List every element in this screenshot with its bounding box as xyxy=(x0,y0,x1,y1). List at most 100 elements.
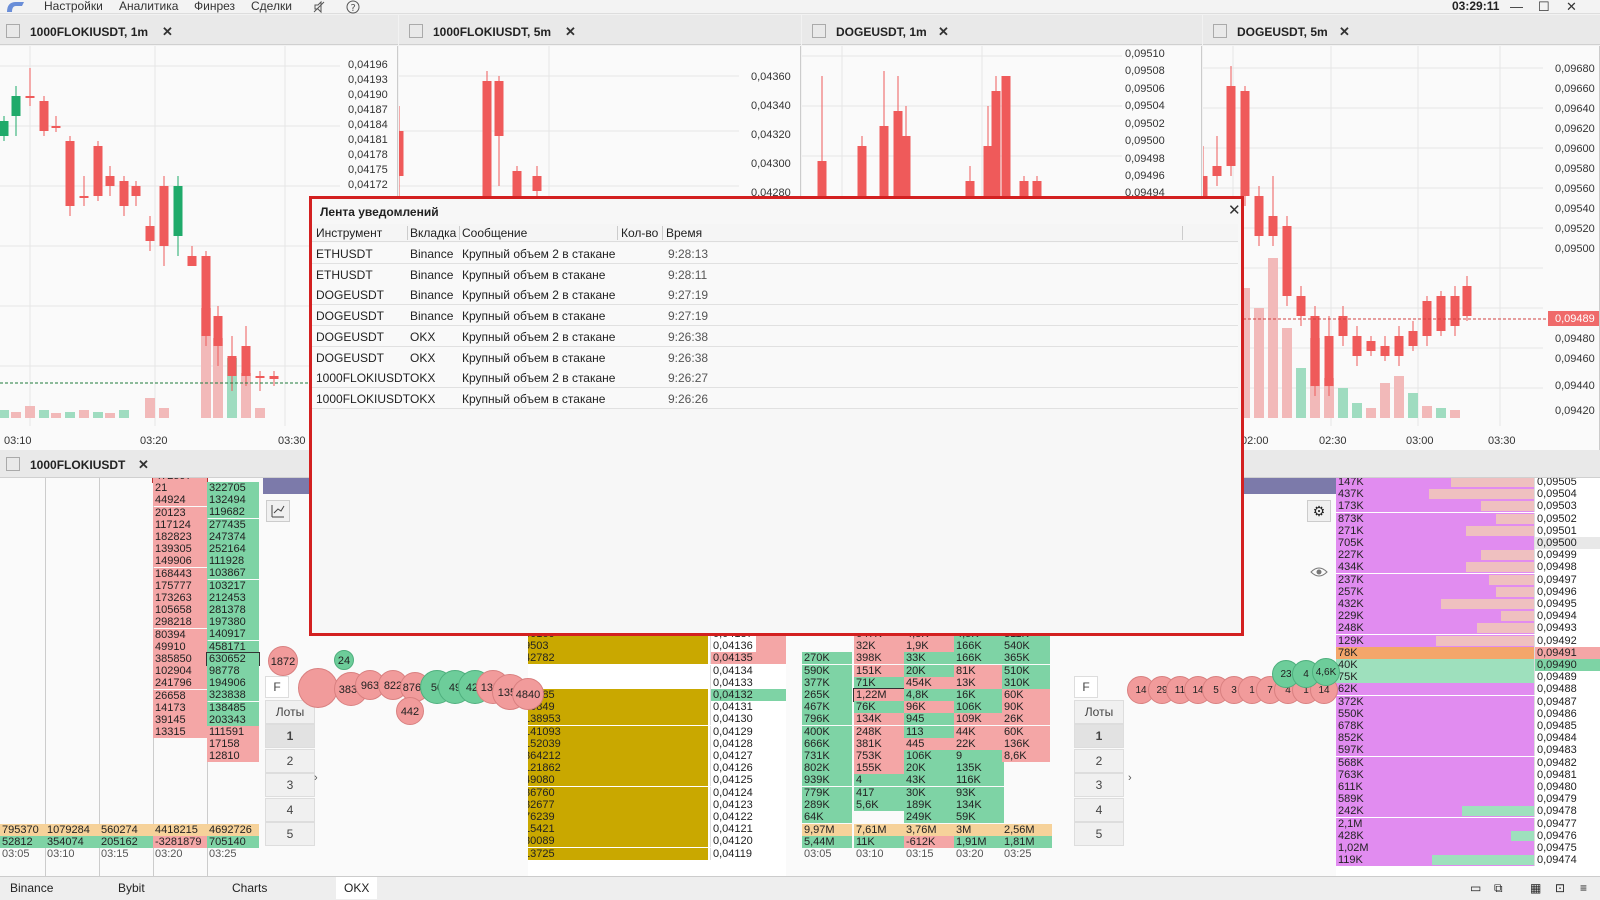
gear-icon[interactable]: ⚙ xyxy=(1307,500,1331,522)
notifications-dialog[interactable]: Лента уведомлений ✕ Инструмент Вкладка С… xyxy=(309,196,1244,636)
dom-price-cell: 0,04136 xyxy=(710,640,756,653)
bottom-tab-okx[interactable]: OKX xyxy=(336,877,378,899)
lots-option[interactable]: 2 xyxy=(265,748,315,773)
close-dialog-icon[interactable]: ✕ xyxy=(1228,202,1241,219)
volume-bar xyxy=(119,410,129,418)
notification-row[interactable]: DOGEUSDT Binance Крупный объем 2 в стакане… xyxy=(312,284,1238,306)
minimize-icon[interactable]: — xyxy=(1510,0,1523,14)
lots-option[interactable]: 1 xyxy=(265,724,315,748)
right-dom-panel[interactable]: 147K 0,09505 437K 0,09504 173K 0,09503 873K 0,0… xyxy=(1336,478,1600,876)
col-header-instrument[interactable]: Инструмент xyxy=(316,226,383,240)
candle-body xyxy=(1296,296,1306,316)
lots-label: Лоты xyxy=(1074,700,1124,724)
left-dom-panel[interactable]: 4725972144924201231171241828231393051499… xyxy=(0,478,263,876)
dom-cell-bid: 119682 xyxy=(207,506,259,519)
dom-cell: 44K xyxy=(954,725,1004,738)
cell-message: Крупный объем в стакане xyxy=(462,309,606,324)
layout-icon[interactable]: ▭ xyxy=(1470,881,1482,895)
close-tab-icon[interactable]: ✕ xyxy=(1339,24,1350,39)
bottom-tab-binance[interactable]: Binance xyxy=(10,881,54,895)
notification-row[interactable]: DOGEUSDT OKX Крупный объем в стакане 9:26:3… xyxy=(312,346,1238,368)
dom-cell: 417 xyxy=(854,786,904,799)
mute-icon[interactable] xyxy=(312,0,326,14)
chart-settings-icon[interactable] xyxy=(266,500,290,522)
current-price-label: 0,09489 xyxy=(1555,313,1595,325)
candle-body xyxy=(494,81,504,136)
cell-tab: OKX xyxy=(410,371,436,386)
table-icon[interactable]: ▦ xyxy=(1530,881,1542,895)
dom-cell: 90K xyxy=(1002,701,1050,714)
menu-item-settings[interactable]: Настройки xyxy=(44,0,103,13)
col-header-time[interactable]: Время xyxy=(666,226,703,240)
notification-row[interactable]: ETHUSDT Binance Крупный объем в стакане 9:2… xyxy=(312,263,1238,285)
window-icon[interactable]: ⧉ xyxy=(1494,881,1503,895)
volume-bar xyxy=(39,410,49,418)
tab-dom-flokiusdt[interactable]: 1000FLOKIUSDT ✕ xyxy=(0,454,149,478)
dom-price-cell: 0,04120 xyxy=(710,835,756,848)
candle-body xyxy=(65,141,75,206)
tab-chart-flokiusdt-1m[interactable]: 1000FLOKIUSDT, 1m ✕ xyxy=(0,21,173,45)
notification-row[interactable]: 1000FLOKIUSDT OKX Крупный объем 2 в стакан… xyxy=(312,367,1238,389)
cell-time: 9:26:26 xyxy=(668,391,709,406)
f-toggle[interactable]: F xyxy=(1074,676,1098,698)
notification-row[interactable]: 1000FLOKIUSDT OKX Крупный объем в стакане 9… xyxy=(312,387,1238,409)
notification-row[interactable]: ETHUSDT Binance Крупный объем 2 в стакане 9… xyxy=(312,243,1238,264)
candle-body xyxy=(79,196,89,198)
help-icon[interactable]: ? xyxy=(346,0,360,14)
tab-chart-dogeusdt-1m[interactable]: DOGEUSDT, 1m ✕ xyxy=(806,21,949,45)
f-toggle[interactable]: F xyxy=(265,676,289,698)
col-header-tab[interactable]: Вкладка xyxy=(410,226,457,240)
dom-cell: 116K xyxy=(954,774,1004,787)
dom-cell: 32K xyxy=(854,640,904,653)
lots-option[interactable]: 2 xyxy=(1074,748,1124,773)
dom-price-cell: 0,09493 xyxy=(1534,622,1600,635)
lots-option[interactable]: 3 xyxy=(1074,773,1124,797)
dom-price-cell: 0,09487 xyxy=(1534,695,1600,708)
lots-option[interactable]: 5 xyxy=(1074,822,1124,846)
dom-cell-ask: 49910 xyxy=(153,640,207,653)
bottom-tab-bybit[interactable]: Bybit xyxy=(118,881,145,895)
dom-cell: 289K xyxy=(802,798,852,811)
lots-option[interactable]: 4 xyxy=(265,797,315,822)
menu-item-trades[interactable]: Сделки xyxy=(251,0,292,13)
close-window-icon[interactable]: ✕ xyxy=(1566,0,1577,14)
lots-option[interactable]: 1 xyxy=(1074,724,1124,748)
dom-volume-cell: 1,02M xyxy=(1336,842,1534,854)
volume-bar xyxy=(159,408,169,418)
candle-body xyxy=(1226,86,1236,166)
col-header-qty[interactable]: Кол-во xyxy=(621,226,659,240)
chart-add-icon[interactable]: ⊡ xyxy=(1555,881,1566,895)
close-tab-icon[interactable]: ✕ xyxy=(565,24,576,39)
notification-row[interactable]: DOGEUSDT OKX Крупный объем 2 в стакане 9:26… xyxy=(312,325,1238,347)
eye-icon[interactable] xyxy=(1310,566,1328,578)
tab-chart-dogeusdt-5m[interactable]: DOGEUSDT, 5m ✕ xyxy=(1207,21,1350,45)
dom-price-cell: 0,09489 xyxy=(1534,671,1600,684)
dom-cell: 4 xyxy=(854,774,904,787)
dom-cell-bid: 132494 xyxy=(207,494,259,507)
price-tick: 0,09480 xyxy=(1555,333,1595,345)
close-tab-icon[interactable]: ✕ xyxy=(138,457,149,472)
lots-option[interactable]: 5 xyxy=(265,822,315,846)
menu-item-analytics[interactable]: Аналитика xyxy=(119,0,179,13)
notification-row[interactable]: DOGEUSDT Binance Крупный объем в стакане 9:… xyxy=(312,305,1238,327)
col-header-message[interactable]: Сообщение xyxy=(462,226,528,240)
lots-option[interactable]: 3 xyxy=(265,773,315,797)
expand-chevron-icon[interactable]: › xyxy=(1128,772,1132,784)
dom-cell-bid: 630652 xyxy=(206,651,260,666)
cell-tab: OKX xyxy=(410,391,436,406)
close-tab-icon[interactable]: ✕ xyxy=(162,24,173,39)
list-icon[interactable]: ≡ xyxy=(1580,881,1588,895)
close-tab-icon[interactable]: ✕ xyxy=(938,24,949,39)
cell-instrument: DOGEUSDT xyxy=(316,329,385,344)
volume-bar xyxy=(1394,376,1404,418)
dom-price-cell: 0,09477 xyxy=(1534,817,1600,830)
dom-price-cell: 0,04133 xyxy=(710,676,756,689)
bottom-tab-charts[interactable]: Charts xyxy=(232,881,268,895)
expand-chevron-icon[interactable]: › xyxy=(314,772,318,784)
menu-item-finrez[interactable]: Финрез xyxy=(194,0,236,13)
tab-chart-flokiusdt-5m[interactable]: 1000FLOKIUSDT, 5m ✕ xyxy=(403,21,576,45)
maximize-icon[interactable]: ☐ xyxy=(1538,0,1550,14)
candle-body xyxy=(255,376,265,378)
chart-dogeusdt-5m[interactable]: 0,09489 0,09680 0,09660 0,09640 0,09620 … xyxy=(1203,46,1600,450)
lots-option[interactable]: 4 xyxy=(1074,797,1124,822)
